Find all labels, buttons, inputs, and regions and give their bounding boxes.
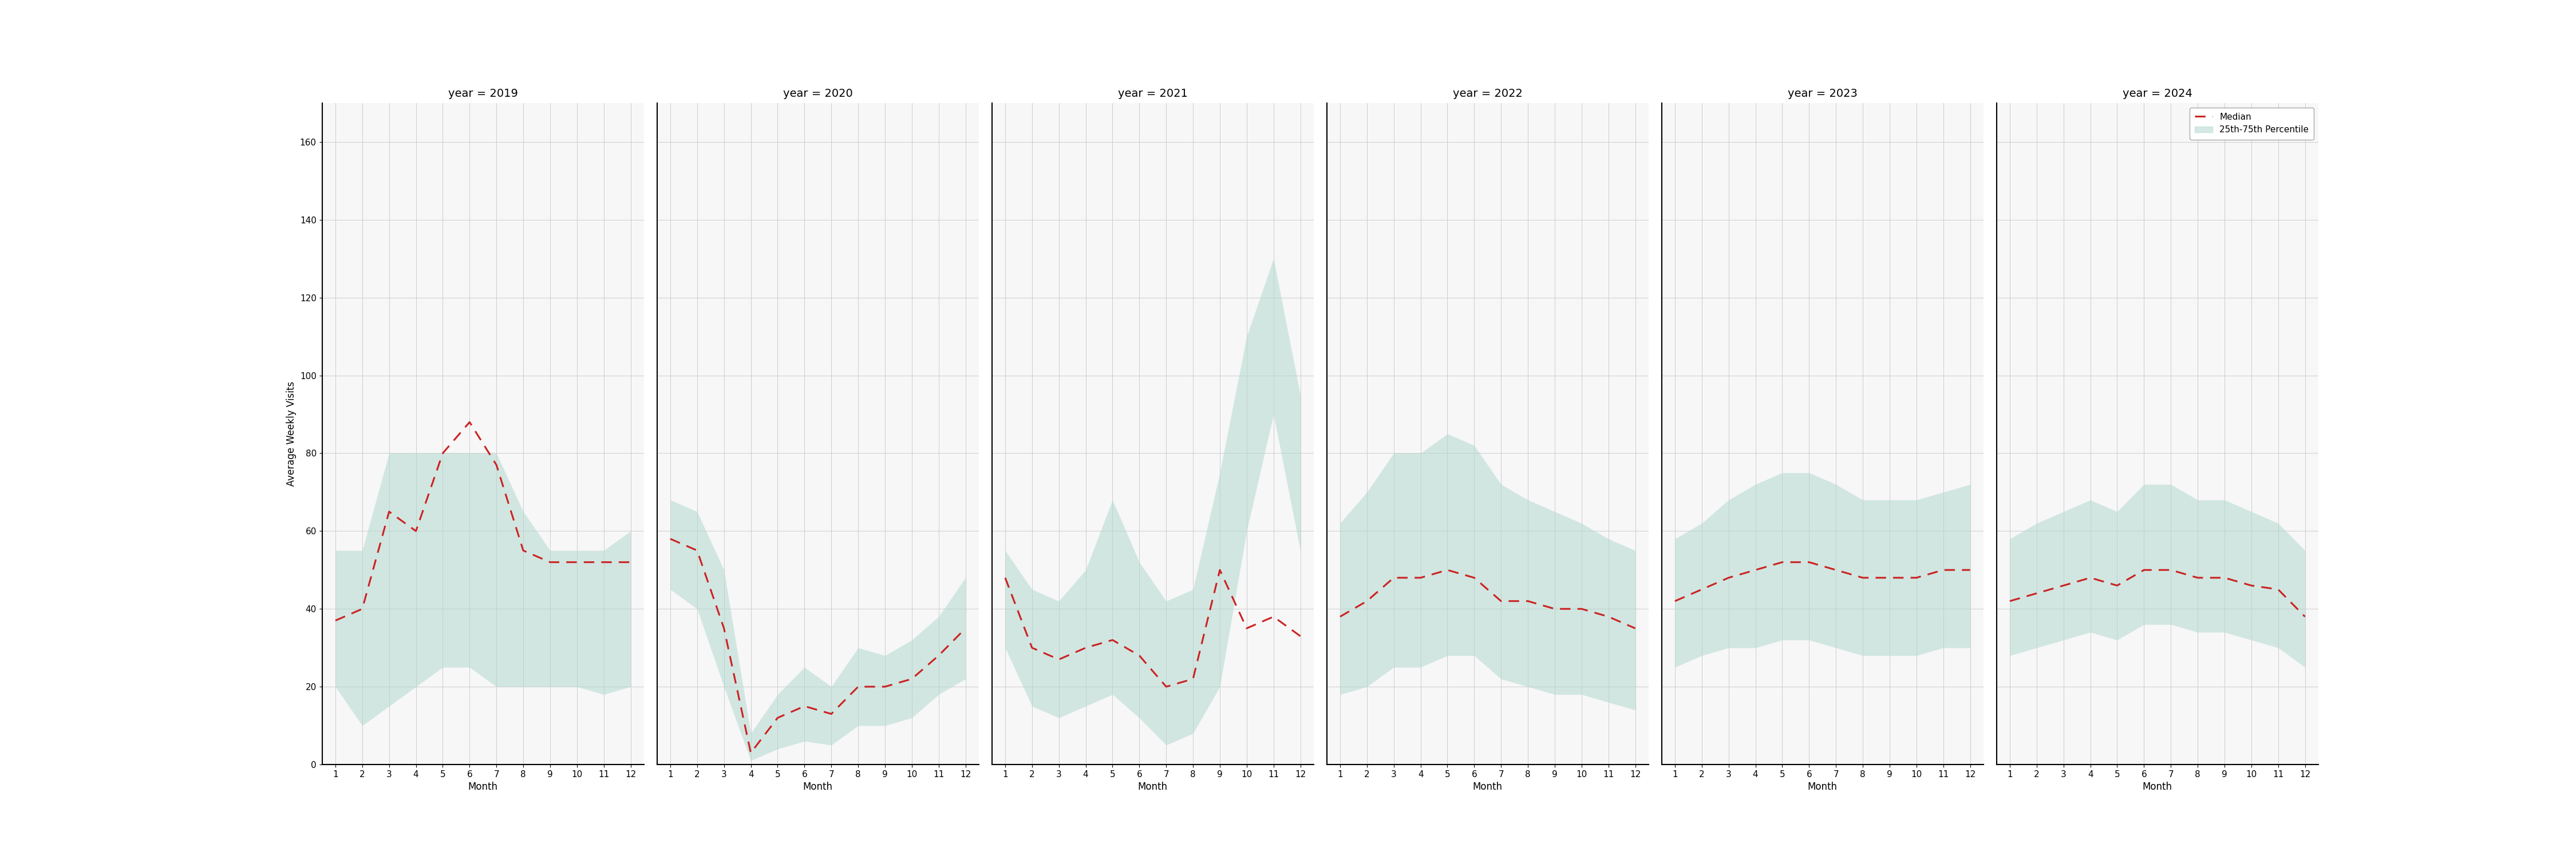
Title: year = 2022: year = 2022 <box>1453 88 1522 99</box>
Title: year = 2024: year = 2024 <box>2123 88 2192 99</box>
X-axis label: Month: Month <box>1139 782 1167 792</box>
Y-axis label: Average Weekly Visits: Average Weekly Visits <box>286 381 296 486</box>
Title: year = 2021: year = 2021 <box>1118 88 1188 99</box>
Title: year = 2020: year = 2020 <box>783 88 853 99</box>
X-axis label: Month: Month <box>469 782 497 792</box>
X-axis label: Month: Month <box>804 782 832 792</box>
Title: year = 2019: year = 2019 <box>448 88 518 99</box>
X-axis label: Month: Month <box>2143 782 2172 792</box>
Title: year = 2023: year = 2023 <box>1788 88 1857 99</box>
X-axis label: Month: Month <box>1808 782 1837 792</box>
Legend: Median, 25th-75th Percentile: Median, 25th-75th Percentile <box>2190 107 2313 139</box>
X-axis label: Month: Month <box>1473 782 1502 792</box>
